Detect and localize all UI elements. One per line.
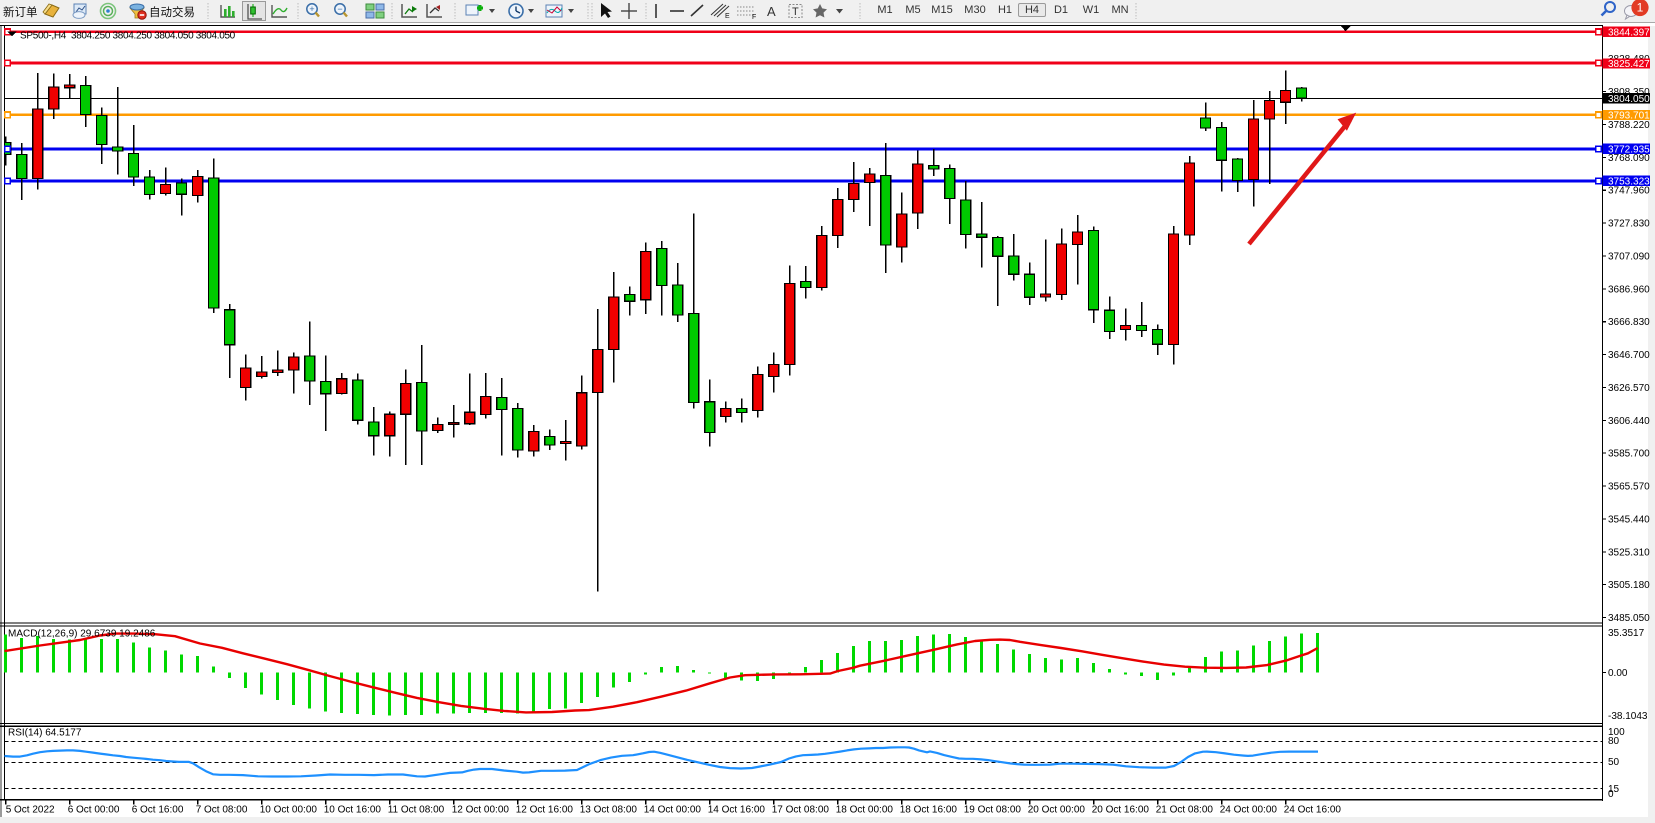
svg-text:6 Oct 16:00: 6 Oct 16:00: [132, 805, 184, 816]
svg-text:3747.960: 3747.960: [1608, 186, 1650, 197]
svg-text:3686.960: 3686.960: [1608, 284, 1650, 295]
svg-text:F: F: [752, 14, 756, 21]
svg-text:3525.310: 3525.310: [1608, 547, 1650, 558]
svg-text:T: T: [792, 6, 799, 18]
svg-text:3626.570: 3626.570: [1608, 383, 1650, 394]
svg-text:11 Oct 08:00: 11 Oct 08:00: [388, 805, 445, 816]
svg-text:21 Oct 08:00: 21 Oct 08:00: [1156, 805, 1214, 816]
svg-text:13 Oct 08:00: 13 Oct 08:00: [580, 805, 638, 816]
svg-text:10 Oct 16:00: 10 Oct 16:00: [324, 805, 382, 816]
svg-text:5 Oct 2022: 5 Oct 2022: [6, 805, 55, 816]
svg-text:3825.427: 3825.427: [1608, 59, 1650, 70]
svg-text:0: 0: [1608, 789, 1614, 800]
svg-text:3788.220: 3788.220: [1608, 120, 1650, 131]
svg-text:100: 100: [1608, 727, 1625, 738]
svg-text:3485.050: 3485.050: [1608, 613, 1650, 624]
svg-text:3793.701: 3793.701: [1608, 111, 1650, 122]
svg-text:3545.440: 3545.440: [1608, 514, 1650, 525]
svg-text:3585.700: 3585.700: [1608, 449, 1650, 460]
svg-text:50: 50: [1608, 757, 1620, 768]
svg-text:A: A: [767, 4, 776, 19]
svg-text:12 Oct 16:00: 12 Oct 16:00: [516, 805, 574, 816]
svg-text:14 Oct 00:00: 14 Oct 00:00: [644, 805, 702, 816]
svg-text:3666.830: 3666.830: [1608, 317, 1650, 328]
svg-text:12 Oct 00:00: 12 Oct 00:00: [452, 805, 510, 816]
svg-text:24 Oct 16:00: 24 Oct 16:00: [1284, 805, 1342, 816]
svg-text:3753.323: 3753.323: [1608, 177, 1650, 188]
svg-text:E: E: [725, 13, 730, 20]
svg-text:19 Oct 08:00: 19 Oct 08:00: [964, 805, 1022, 816]
svg-text:3606.440: 3606.440: [1608, 416, 1650, 427]
svg-text:20 Oct 00:00: 20 Oct 00:00: [1028, 805, 1086, 816]
svg-text:RSI(14) 64.5177: RSI(14) 64.5177: [8, 728, 82, 739]
svg-text:35.3517: 35.3517: [1608, 628, 1645, 639]
svg-text:3804.050: 3804.050: [1608, 94, 1650, 105]
svg-text:3808.350: 3808.350: [1608, 87, 1650, 98]
svg-text:3727.830: 3727.830: [1608, 219, 1650, 230]
svg-text:14 Oct 16:00: 14 Oct 16:00: [708, 805, 766, 816]
svg-text:SP500-,H4 3804.250 3804.250 3: SP500-,H4 3804.250 3804.250 3804.050 380…: [20, 31, 236, 42]
svg-text:3844.397: 3844.397: [1608, 27, 1650, 38]
svg-text:24 Oct 00:00: 24 Oct 00:00: [1220, 805, 1278, 816]
svg-text:0.00: 0.00: [1608, 668, 1628, 679]
svg-text:3768.090: 3768.090: [1608, 153, 1650, 164]
svg-text:+: +: [309, 4, 314, 14]
svg-text:80: 80: [1608, 736, 1620, 747]
svg-text:15: 15: [1608, 784, 1620, 795]
svg-text:10 Oct 00:00: 10 Oct 00:00: [260, 805, 318, 816]
svg-text:3707.090: 3707.090: [1608, 251, 1650, 262]
svg-text:18 Oct 00:00: 18 Oct 00:00: [836, 805, 894, 816]
svg-text:18 Oct 16:00: 18 Oct 16:00: [900, 805, 958, 816]
svg-text:20 Oct 16:00: 20 Oct 16:00: [1092, 805, 1150, 816]
svg-text:3565.570: 3565.570: [1608, 482, 1650, 493]
svg-text:3772.935: 3772.935: [1608, 145, 1650, 156]
svg-text:7 Oct 08:00: 7 Oct 08:00: [196, 805, 248, 816]
svg-text:3505.180: 3505.180: [1608, 580, 1650, 591]
svg-text:3646.700: 3646.700: [1608, 350, 1650, 361]
svg-text:MACD(12,26,9) 29.6739 19.2486: MACD(12,26,9) 29.6739 19.2486: [8, 629, 156, 640]
svg-text:1: 1: [1637, 1, 1644, 15]
svg-text:−: −: [337, 4, 342, 14]
svg-text:17 Oct 08:00: 17 Oct 08:00: [772, 805, 830, 816]
svg-text:-38.1043: -38.1043: [1608, 711, 1648, 722]
svg-text:6 Oct 00:00: 6 Oct 00:00: [68, 805, 120, 816]
